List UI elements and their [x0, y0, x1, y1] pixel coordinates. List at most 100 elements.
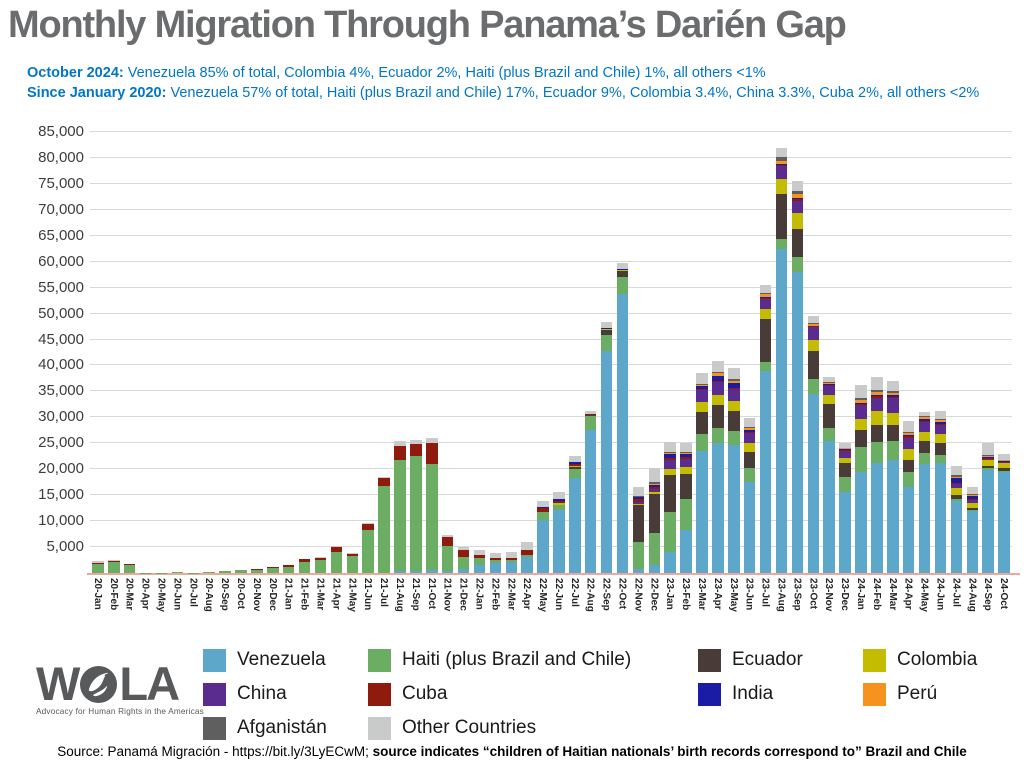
segment-24-Jun-china — [934, 425, 947, 434]
x-tick-label-23-Jan: 23-Jan — [664, 578, 676, 610]
legend-item-haiti-plus-brazil-and-chile-: Haiti (plus Brazil and Chile) — [368, 648, 698, 672]
subtitle-line1-lead: October 2024: — [27, 65, 124, 81]
segment-21-Nov-venezuela — [441, 571, 454, 573]
x-tick-label-23-Jun: 23-Jun — [743, 578, 755, 611]
segment-23-Jul-haiti-plus-brazil-and-chile- — [759, 361, 772, 371]
segment-23-Nov-other-countries — [823, 377, 835, 382]
segment-21-Jun-other-countries — [362, 523, 374, 525]
segment-22-Nov-ecuador — [632, 505, 645, 543]
segment-24-Sep-haiti-plus-brazil-and-chile- — [982, 468, 994, 470]
legend-label: Afganistán — [237, 717, 327, 738]
segment-23-Mar-venezuela — [696, 450, 708, 573]
segment-24-Jun-india — [934, 422, 947, 424]
bar-20-Jun — [171, 571, 184, 573]
segment-22-May-india — [537, 506, 549, 508]
x-tick-label-20-Mar: 20-Mar — [123, 578, 135, 611]
x-tick-label-20-Oct: 20-Oct — [235, 578, 247, 610]
segment-22-May-venezuela — [537, 519, 549, 573]
x-tick-label-24-Mar: 24-Mar — [886, 578, 898, 611]
segment-24-Jan-cuba — [855, 404, 867, 406]
bar-23-Feb — [680, 443, 692, 573]
segment-24-Oct-haiti-plus-brazil-and-chile- — [998, 470, 1010, 472]
segment-24-Aug-cuba — [966, 499, 978, 501]
segment-24-May-cuba — [918, 420, 931, 423]
segment-23-Jun-china — [743, 433, 756, 444]
segment-21-May-cuba — [346, 553, 359, 557]
x-tick-label-22-Jul: 22-Jul — [568, 578, 580, 607]
segment-23-Jun-ecuador — [743, 451, 756, 469]
x-axis-tick-labels: 20-Jan 20-Feb 20-Mar 20-Apr 20-May 20-Jun 20-J… — [90, 578, 1012, 634]
x-tick-label-22-Feb: 22-Feb — [489, 578, 501, 611]
y-tick-label-50000: 50,000 — [38, 304, 84, 322]
segment-24-Oct-china — [998, 462, 1010, 464]
segment-21-Apr-cuba — [330, 546, 343, 552]
segment-23-Jul-afganist-n — [759, 292, 772, 295]
x-tick-label-21-Oct: 21-Oct — [425, 578, 437, 610]
segment-23-Sep-per- — [791, 193, 804, 198]
segment-23-Jan-haiti-plus-brazil-and-chile- — [664, 512, 676, 553]
x-tick-label-22-Jun: 22-Jun — [552, 578, 564, 611]
bar-24-Mar — [887, 380, 899, 573]
y-tick-label-5000: 5,000 — [46, 538, 84, 556]
segment-24-Apr-india — [902, 435, 915, 436]
segment-23-Dec-haiti-plus-brazil-and-chile- — [839, 476, 851, 492]
segment-23-Sep-india — [791, 197, 804, 199]
segment-24-Feb-ecuador — [871, 424, 883, 442]
segment-23-Aug-china — [775, 165, 788, 180]
segment-21-Aug-cuba — [394, 445, 406, 461]
segment-24-Feb-india — [871, 394, 883, 397]
segment-24-Jun-per- — [934, 420, 947, 423]
gridline-85000 — [90, 131, 1012, 132]
x-tick-label-23-Sep: 23-Sep — [791, 578, 803, 611]
x-tick-label-21-Apr: 21-Apr — [330, 578, 342, 610]
segment-22-Jan-cuba — [473, 554, 486, 558]
bar-21-Jul — [378, 476, 390, 573]
y-tick-label-60000: 60,000 — [38, 252, 84, 270]
subtitle-line-october: October 2024: Venezuela 85% of total, Co… — [27, 64, 979, 84]
x-tick-label-24-Jun: 24-Jun — [934, 578, 946, 611]
x-tick-label-22-Apr: 22-Apr — [521, 578, 533, 610]
segment-23-Sep-colombia — [791, 213, 804, 229]
gridline-10000 — [90, 520, 1012, 522]
segment-24-Jun-afganist-n — [934, 418, 947, 420]
segment-21-Apr-other-countries — [330, 545, 343, 547]
segment-24-Mar-china — [887, 397, 899, 413]
bar-20-Dec — [267, 566, 279, 573]
legend-swatch-icon — [368, 682, 391, 706]
bar-21-Sep — [410, 439, 422, 573]
gridline-50000 — [90, 312, 1012, 314]
segment-22-Feb-haiti-plus-brazil-and-chile- — [489, 560, 502, 563]
segment-23-Feb-colombia — [680, 467, 692, 474]
segment-24-Sep-other-countries — [982, 443, 994, 456]
segment-23-Oct-other-countries — [807, 315, 820, 323]
segment-22-Jun-haiti-plus-brazil-and-chile- — [553, 504, 565, 511]
segment-23-Nov-afganist-n — [823, 381, 835, 383]
bar-20-Aug — [203, 572, 215, 573]
segment-21-Oct-other-countries — [426, 438, 438, 444]
segment-20-Nov-haiti-plus-brazil-and-chile- — [251, 569, 263, 573]
segment-21-Sep-cuba — [410, 444, 422, 456]
segment-22-Apr-haiti-plus-brazil-and-chile- — [521, 554, 533, 557]
subtitle-line1-rest: Venezuela 85% of total, Colombia 4%, Ecu… — [123, 65, 766, 81]
segment-21-Feb-haiti-plus-brazil-and-chile- — [298, 561, 311, 573]
segment-20-Oct-haiti-plus-brazil-and-chile- — [235, 570, 247, 573]
x-tick-label-20-May: 20-May — [155, 578, 167, 612]
segment-21-Dec-venezuela — [457, 568, 470, 573]
segment-23-Aug-per- — [775, 160, 788, 164]
segment-23-Aug-cuba — [775, 164, 788, 166]
segment-23-Dec-afganist-n — [839, 447, 851, 449]
segment-23-Dec-per- — [839, 448, 851, 450]
segment-22-Feb-venezuela — [489, 562, 502, 573]
legend-label: Other Countries — [402, 717, 537, 738]
bar-23-Mar — [696, 372, 708, 573]
bar-24-Oct — [998, 454, 1010, 573]
source-text: Source: Panamá Migración - https://bit.l… — [57, 744, 373, 759]
segment-22-Sep-other-countries — [600, 322, 613, 328]
bar-24-Feb — [871, 377, 883, 573]
wola-tagline: Advocacy for Human Rights in the America… — [36, 707, 204, 716]
y-tick-label-75000: 75,000 — [38, 174, 84, 192]
segment-22-Jul-haiti-plus-brazil-and-chile- — [569, 468, 581, 479]
segment-22-Sep-venezuela — [600, 351, 613, 573]
bar-22-Apr — [521, 542, 533, 573]
segment-24-Jan-other-countries — [855, 385, 867, 398]
